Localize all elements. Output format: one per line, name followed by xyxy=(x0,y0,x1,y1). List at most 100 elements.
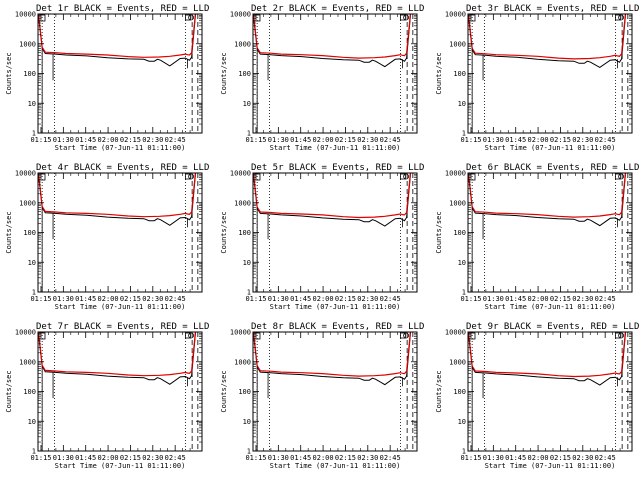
chart-panel-7: Det 7r BLACK = Events, RED = LLD 1 10 100 10… xyxy=(5,322,209,470)
series-line-lld xyxy=(468,332,626,378)
chart-panel-2: Det 2r BLACK = Events, RED = LLD 1 10 100 10… xyxy=(220,4,424,152)
y-tick-label: 10000 xyxy=(15,11,36,19)
x-tick-label: 01:45 xyxy=(505,295,526,303)
chart-title: Det 4r BLACK = Events, RED = LLD xyxy=(36,163,209,173)
y-axis-label: Counts/sec xyxy=(5,52,13,94)
top-right-marker-box xyxy=(184,173,191,180)
y-tick-label: 1000 xyxy=(19,199,36,207)
x-axis-label: Start Time (07-Jun-11 01:11:00) xyxy=(55,303,186,311)
y-axis-label: Counts/sec xyxy=(220,370,228,412)
x-tick-label: 01:45 xyxy=(505,136,526,144)
x-axis-label: Start Time (07-Jun-11 01:11:00) xyxy=(55,144,186,152)
x-tick-label: 01:30 xyxy=(53,295,74,303)
x-tick-label: 01:15 xyxy=(30,136,51,144)
x-tick-label: 02:00 xyxy=(528,295,549,303)
y-tick-label: 10000 xyxy=(15,329,36,337)
y-tick-label: 1 xyxy=(462,289,466,297)
series-line-events xyxy=(468,332,627,386)
y-axis-label: Counts/sec xyxy=(220,211,228,253)
x-tick-label: 01:30 xyxy=(483,136,504,144)
series-group xyxy=(38,14,197,133)
y-tick-label: 100 xyxy=(23,229,36,237)
series-line-events xyxy=(38,173,197,226)
y-tick-label: 10000 xyxy=(445,329,466,337)
y-tick-label: 1000 xyxy=(19,358,36,366)
x-tick-label: 02:15 xyxy=(335,136,356,144)
y-tick-label: 10 xyxy=(28,259,36,267)
x-tick-label: 02:30 xyxy=(357,295,378,303)
chart-title: Det 3r BLACK = Events, RED = LLD xyxy=(466,4,639,14)
plot-frame xyxy=(252,172,418,293)
x-tick-label: 02:15 xyxy=(120,295,141,303)
x-tick-label: 01:15 xyxy=(245,295,266,303)
y-axis-label: Counts/sec xyxy=(435,211,443,253)
y-tick-label: 1000 xyxy=(449,40,466,48)
y-tick-label: 10 xyxy=(243,259,251,267)
x-tick-label: 01:30 xyxy=(53,454,74,462)
plot-frame xyxy=(467,172,633,293)
x-tick-label: 02:45 xyxy=(595,136,616,144)
chart-title: Det 5r BLACK = Events, RED = LLD xyxy=(251,163,424,173)
top-right-marker-circle xyxy=(403,173,410,180)
x-tick-label: 01:15 xyxy=(460,295,481,303)
x-tick-label: 02:00 xyxy=(98,295,119,303)
x-tick-label: 01:30 xyxy=(483,454,504,462)
series-line-events xyxy=(253,14,412,68)
x-axis-label: Start Time (07-Jun-11 01:11:00) xyxy=(270,303,401,311)
plot-frame xyxy=(252,331,418,452)
x-tick-label: 02:15 xyxy=(120,454,141,462)
y-tick-label: 1000 xyxy=(19,40,36,48)
x-tick-label: 02:45 xyxy=(380,136,401,144)
series-group xyxy=(468,14,627,133)
x-tick-label: 02:30 xyxy=(142,454,163,462)
y-tick-label: 1 xyxy=(462,130,466,138)
x-tick-label: 02:30 xyxy=(357,136,378,144)
series-line-lld xyxy=(38,14,196,58)
series-group xyxy=(468,173,627,292)
x-tick-label: 02:30 xyxy=(142,295,163,303)
top-right-marker-box xyxy=(184,332,191,339)
y-tick-label: 100 xyxy=(453,70,466,78)
x-tick-label: 02:30 xyxy=(142,136,163,144)
x-tick-label: 02:00 xyxy=(528,136,549,144)
y-tick-label: 1 xyxy=(247,448,251,456)
y-tick-label: 10000 xyxy=(445,170,466,178)
y-tick-label: 10 xyxy=(458,418,466,426)
series-group xyxy=(253,14,412,133)
y-tick-label: 1 xyxy=(247,289,251,297)
series-line-lld xyxy=(468,14,626,60)
top-right-marker-circle xyxy=(403,14,410,21)
plot-frame xyxy=(467,13,633,134)
x-tick-label: 02:00 xyxy=(313,454,334,462)
chart-title: Det 2r BLACK = Events, RED = LLD xyxy=(251,4,424,14)
y-tick-label: 100 xyxy=(453,388,466,396)
plot-frame xyxy=(37,13,203,134)
x-tick-label: 02:45 xyxy=(165,136,186,144)
top-right-marker-box xyxy=(399,332,406,339)
series-group xyxy=(468,332,627,451)
chart-panel-4: Det 4r BLACK = Events, RED = LLD 1 10 100 10… xyxy=(5,163,209,311)
y-tick-label: 1000 xyxy=(234,199,251,207)
chart-panel-6: Det 6r BLACK = Events, RED = LLD 1 10 100 10… xyxy=(435,163,639,311)
y-tick-label: 10 xyxy=(243,100,251,108)
y-tick-label: 1 xyxy=(32,130,36,138)
y-tick-label: 10 xyxy=(28,100,36,108)
top-right-marker-box xyxy=(614,332,621,339)
x-tick-label: 01:15 xyxy=(30,454,51,462)
x-tick-label: 01:30 xyxy=(268,136,289,144)
top-right-marker-box xyxy=(614,173,621,180)
series-line-lld xyxy=(38,173,196,218)
series-group xyxy=(38,332,197,451)
x-axis-label: Start Time (07-Jun-11 01:11:00) xyxy=(485,144,616,152)
y-tick-label: 10000 xyxy=(15,170,36,178)
series-line-lld xyxy=(253,14,411,59)
y-tick-label: 1000 xyxy=(234,40,251,48)
x-axis-label: Start Time (07-Jun-11 01:11:00) xyxy=(270,462,401,470)
chart-title: Det 1r BLACK = Events, RED = LLD xyxy=(36,4,209,14)
y-tick-label: 1 xyxy=(247,130,251,138)
x-tick-label: 01:15 xyxy=(245,136,266,144)
x-tick-label: 01:45 xyxy=(290,454,311,462)
y-tick-label: 10 xyxy=(458,100,466,108)
x-tick-label: 02:00 xyxy=(98,136,119,144)
